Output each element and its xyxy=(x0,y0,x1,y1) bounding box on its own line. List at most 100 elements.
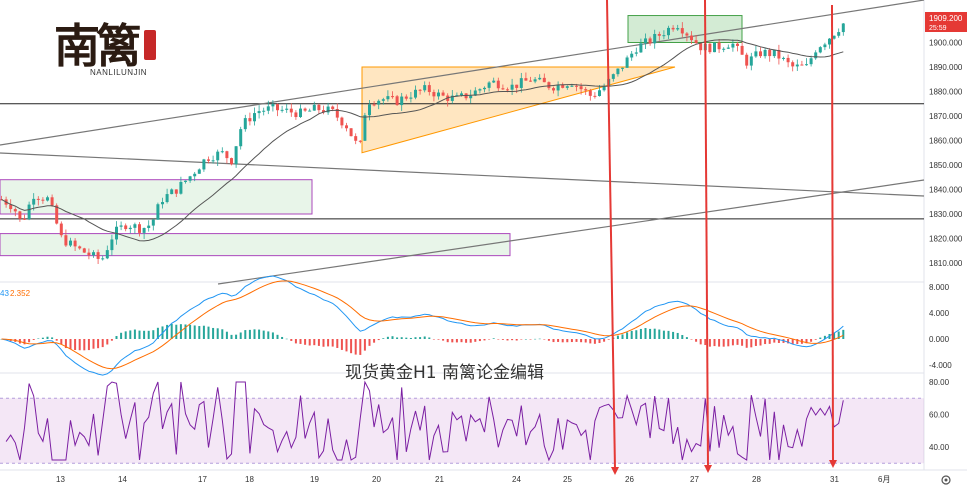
macd-histogram-bar xyxy=(488,339,491,340)
candle-body xyxy=(667,27,670,36)
macd-histogram-bar xyxy=(276,334,279,339)
macd-histogram-bar xyxy=(124,331,127,339)
candle-body xyxy=(312,104,316,111)
candle-body xyxy=(593,95,597,97)
macd-histogram-bar xyxy=(115,336,118,339)
candle-body xyxy=(625,57,629,68)
candle-body xyxy=(386,96,390,100)
candle-body xyxy=(13,209,17,212)
candle-body xyxy=(473,90,477,96)
candle-body xyxy=(110,239,114,251)
macd-histogram-bar xyxy=(202,325,205,339)
candle-body xyxy=(55,205,59,224)
price-tick-label: 1810.000 xyxy=(929,259,963,268)
candle-body xyxy=(248,118,252,122)
macd-histogram-bar xyxy=(644,328,647,339)
trendline xyxy=(217,179,925,285)
candle-body xyxy=(814,52,818,59)
macd-histogram-bar xyxy=(225,331,228,339)
macd-histogram-bar xyxy=(83,339,86,351)
macd-histogram-bar xyxy=(239,332,242,339)
red-arrow-line xyxy=(606,0,616,470)
macd-histogram-bar xyxy=(359,339,362,355)
macd-histogram-bar xyxy=(842,329,845,339)
candle-body xyxy=(133,224,137,228)
candle-body xyxy=(381,99,385,101)
candle-body xyxy=(404,96,408,99)
macd-tick-label: 0.000 xyxy=(929,335,950,344)
candle-body xyxy=(611,74,615,79)
candle-body xyxy=(450,95,454,101)
price-badge-bg xyxy=(925,12,967,32)
macd-histogram-bar xyxy=(120,332,123,339)
macd-histogram-bar xyxy=(718,339,721,347)
macd-histogram-bar xyxy=(133,329,136,339)
macd-histogram-bar xyxy=(51,337,54,339)
candle-body xyxy=(340,117,344,126)
logo-sub: NANLILUNJIN xyxy=(90,68,148,77)
candle-body xyxy=(598,90,601,97)
macd-histogram-bar xyxy=(451,339,454,343)
candle-body xyxy=(754,51,758,57)
macd-histogram-bar xyxy=(768,339,771,344)
macd-histogram-bar xyxy=(147,330,150,339)
candle-body xyxy=(216,151,220,161)
triangle-pattern xyxy=(361,66,676,154)
macd-histogram-bar xyxy=(750,339,753,348)
macd-histogram-bar xyxy=(437,339,440,340)
candle-body xyxy=(23,218,26,220)
trendlines-layer xyxy=(0,0,925,285)
candle-body xyxy=(547,82,551,89)
macd-legend-b: 2.352 xyxy=(10,289,31,298)
candle-body xyxy=(18,211,22,219)
candle-body xyxy=(556,84,560,91)
macd-histogram-bar xyxy=(465,339,468,343)
candle-body xyxy=(828,38,831,45)
macd-histogram-bar xyxy=(345,339,348,352)
macd-histogram-bar xyxy=(313,339,316,346)
candle-body xyxy=(772,49,776,57)
rsi-layer xyxy=(0,380,924,464)
macd-histogram-bar xyxy=(603,339,606,342)
candle-body xyxy=(487,82,491,88)
macd-histogram-bar xyxy=(685,337,688,339)
candle-body xyxy=(161,202,164,205)
candle-body xyxy=(225,151,229,159)
candle-body xyxy=(671,27,675,30)
macd-histogram-bar xyxy=(400,337,403,339)
macd-histogram-bar xyxy=(506,339,509,341)
settings-gear-icon[interactable] xyxy=(941,475,951,485)
red-arrow-head xyxy=(704,465,712,473)
macd-legend-a: 43 xyxy=(0,289,9,298)
time-tick-label: 17 xyxy=(198,475,207,484)
macd-histogram-bar xyxy=(561,339,564,343)
candle-body xyxy=(372,104,376,106)
macd-histogram-bar xyxy=(386,336,389,339)
macd-histogram-bar xyxy=(736,339,739,345)
time-tick-label: 20 xyxy=(372,475,381,484)
macd-tick-label: 4.000 xyxy=(929,309,950,318)
candle-body xyxy=(395,96,399,106)
candle-body xyxy=(478,89,482,91)
price-tick-label: 1890.000 xyxy=(929,63,963,72)
candle-body xyxy=(418,89,422,91)
time-tick-label: 31 xyxy=(830,475,839,484)
candle-body xyxy=(777,49,781,59)
candle-body xyxy=(308,110,312,112)
candle-body xyxy=(441,92,445,96)
macd-histogram-bar xyxy=(193,325,196,339)
support-zone xyxy=(0,179,313,215)
macd-line xyxy=(1,275,844,376)
candle-body xyxy=(763,49,767,57)
macd-histogram-bar xyxy=(695,339,698,342)
candle-body xyxy=(437,92,440,97)
macd-histogram-bar xyxy=(432,339,435,340)
price-tick-label: 1870.000 xyxy=(929,112,963,121)
macd-histogram-bar xyxy=(584,339,587,343)
candle-body xyxy=(483,87,486,90)
macd-histogram-bar xyxy=(653,328,656,339)
macd-histogram-bar xyxy=(281,336,284,339)
signal-line xyxy=(1,280,844,370)
candle-body xyxy=(506,89,509,91)
macd-histogram-bar xyxy=(336,339,339,348)
